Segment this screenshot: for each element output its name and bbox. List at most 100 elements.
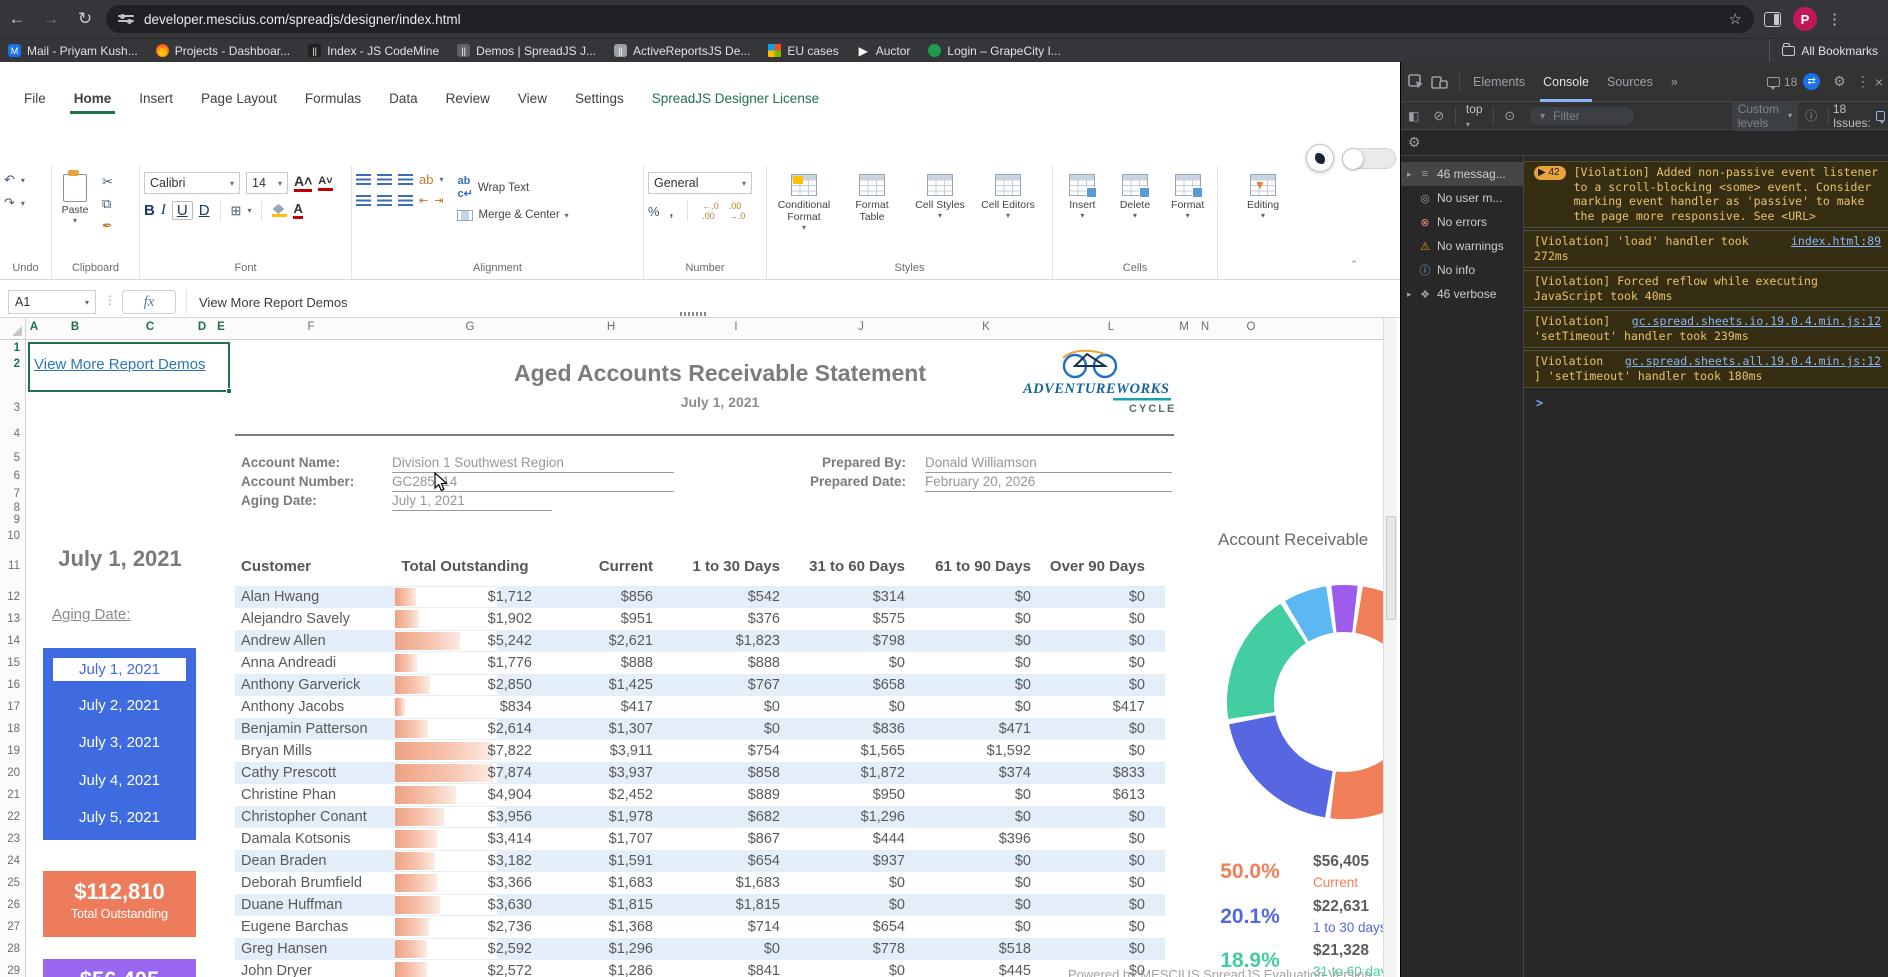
column-header-B[interactable]: B: [70, 321, 80, 333]
borders-icon[interactable]: ⊞: [230, 202, 242, 218]
align-top-icon[interactable]: [356, 174, 371, 185]
column-header-C[interactable]: C: [145, 321, 155, 333]
log-levels-select[interactable]: Custom levels ▾: [1731, 100, 1799, 131]
number-format-select[interactable]: General ▾: [648, 172, 752, 194]
align-middle-icon[interactable]: [377, 174, 392, 185]
column-header-I[interactable]: I: [734, 321, 738, 333]
browser-menu-icon[interactable]: ⋮: [1827, 11, 1842, 28]
console-sidebar-item[interactable]: ◎ No user m...: [1401, 186, 1523, 210]
row-header-12[interactable]: 12: [7, 591, 20, 603]
font-color-icon[interactable]: A: [293, 202, 302, 219]
table-row[interactable]: Damala Kotsonis $3,414 $1,707 $867 $444 $396 $…: [0, 828, 1383, 850]
row-header-2[interactable]: 2: [13, 358, 20, 370]
console-messages-count[interactable]: 18: [1766, 75, 1797, 90]
column-header-H[interactable]: H: [606, 321, 616, 333]
source-link[interactable]: gc.spread.sheets.all.19.0.4.min.js:12: [1624, 354, 1881, 368]
row-header-19[interactable]: 19: [7, 745, 20, 757]
row-header-25[interactable]: 25: [7, 877, 20, 889]
row-header-15[interactable]: 15: [7, 657, 20, 669]
view-more-demos-link[interactable]: View More Report Demos: [34, 356, 206, 373]
source-link[interactable]: index.html:89: [1790, 234, 1881, 248]
align-bottom-icon[interactable]: [398, 174, 413, 185]
ribbon-tab-spreadjs-designer-license[interactable]: SpreadJS Designer License: [651, 90, 820, 106]
field-value[interactable]: July 1, 2021: [392, 493, 465, 508]
row-header-4[interactable]: 4: [13, 428, 20, 440]
align-left-icon[interactable]: [356, 195, 371, 206]
column-header-L[interactable]: L: [1107, 321, 1115, 333]
row-header-27[interactable]: 27: [7, 921, 20, 933]
column-header-J[interactable]: J: [858, 321, 864, 333]
table-row[interactable]: Anthony Garverick $2,850 $1,425 $767 $658 $0 $…: [0, 674, 1383, 696]
column-header-M[interactable]: M: [1179, 321, 1189, 333]
bookmark-star-icon[interactable]: ☆: [1728, 11, 1742, 28]
all-bookmarks-button[interactable]: All Bookmarks: [1769, 39, 1878, 63]
sync-icon[interactable]: ⇄: [1803, 73, 1821, 90]
row-header-8[interactable]: 8: [13, 502, 20, 514]
row-header-10[interactable]: 10: [7, 530, 20, 542]
console-settings-icon[interactable]: ⚙: [1408, 134, 1421, 150]
format-button[interactable]: Format Table: [839, 172, 905, 260]
console-sidebar-item[interactable]: ▸ ≡ 46 messag...: [1401, 162, 1523, 186]
row-header-14[interactable]: 14: [7, 635, 20, 647]
theme-toggle[interactable]: [1342, 148, 1396, 169]
more-tabs-icon[interactable]: »: [1670, 74, 1678, 89]
table-row[interactable]: Bryan Mills $7,822 $3,911 $754 $1,565 $1,592 $…: [0, 740, 1383, 762]
underline-button[interactable]: U: [171, 201, 193, 220]
font-size-select[interactable]: 14 ▾: [246, 172, 288, 194]
fill-handle[interactable]: [226, 388, 232, 394]
dark-mode-button[interactable]: [1306, 144, 1334, 172]
aging-date-option[interactable]: July 1, 2021: [53, 658, 186, 682]
name-box[interactable]: A1 ▾: [8, 290, 96, 314]
column-header-A[interactable]: A: [29, 321, 39, 333]
table-row[interactable]: Andrew Allen $5,242 $2,621 $1,823 $798 $0 $0: [0, 630, 1383, 652]
forward-icon[interactable]: →: [42, 9, 60, 28]
row-header-6[interactable]: 6: [13, 470, 20, 482]
row-header-26[interactable]: 26: [7, 899, 20, 911]
aging-date-option[interactable]: July 3, 2021: [79, 734, 160, 752]
row-header-24[interactable]: 24: [7, 855, 20, 867]
profile-avatar[interactable]: P: [1793, 7, 1817, 31]
row-header-9[interactable]: 9: [13, 514, 20, 526]
row-headers[interactable]: 1 2 3 4 5 6 7 8 9 10 11 12 13 14 15 16 17 18 19 20 21 22 23 24 2…: [0, 340, 26, 977]
table-row[interactable]: Greg Hansen $2,592 $1,296 $0 $778 $518 $0: [0, 938, 1383, 960]
table-row[interactable]: Benjamin Patterson $2,614 $1,307 $0 $836 $471…: [0, 718, 1383, 740]
increase-font-icon[interactable]: A˄: [294, 174, 312, 192]
row-header-1[interactable]: 1: [13, 342, 20, 354]
source-link[interactable]: gc.spread.sheets.io.19.0.4.min.js:12: [1631, 314, 1881, 328]
url-text[interactable]: developer.mescius.com/spreadjs/designer/…: [144, 11, 461, 27]
ribbon-tab-formulas[interactable]: Formulas: [304, 90, 362, 106]
cell-editors-button[interactable]: Cell Editors ▾: [975, 172, 1041, 260]
aging-date-option[interactable]: July 5, 2021: [79, 808, 160, 826]
table-row[interactable]: Dean Braden $3,182 $1,591 $654 $937 $0 $0: [0, 850, 1383, 872]
row-header-7[interactable]: 7: [13, 488, 20, 500]
ribbon-tab-page-layout[interactable]: Page Layout: [201, 90, 277, 106]
bookmark-item[interactable]: Projects - Dashboar...: [155, 44, 290, 58]
editing-button[interactable]: ▼ Editing ▾: [1230, 172, 1296, 260]
inspect-icon[interactable]: [1408, 74, 1424, 89]
devtools-tab-elements[interactable]: Elements: [1473, 74, 1526, 89]
row-header-20[interactable]: 20: [7, 767, 20, 779]
column-header-N[interactable]: N: [1200, 321, 1210, 333]
table-row[interactable]: Alejandro Savely $1,902 $951 $376 $575 $0 $0: [0, 608, 1383, 630]
font-name-select[interactable]: Calibri ▾: [144, 172, 240, 194]
collapse-ribbon-icon[interactable]: ˆ: [1352, 258, 1357, 273]
ribbon-tab-review[interactable]: Review: [445, 90, 490, 106]
paste-button[interactable]: Paste ▾: [56, 170, 94, 260]
bookmark-item[interactable]: Login – GrapeCity I...: [928, 44, 1061, 58]
device-toolbar-icon[interactable]: [1431, 75, 1448, 89]
merge-center-button[interactable]: Merge & Center ▾: [457, 209, 569, 221]
align-center-icon[interactable]: [377, 195, 392, 206]
percent-icon[interactable]: %: [648, 203, 660, 219]
undo-icon[interactable]: ↶: [4, 172, 15, 187]
console-filter-input[interactable]: ▼ Filter: [1530, 106, 1634, 125]
column-header-F[interactable]: F: [307, 321, 315, 333]
devtools-close-icon[interactable]: ×: [1874, 73, 1883, 90]
bookmark-item[interactable]: ▶ Auctor: [857, 44, 911, 58]
comma-icon[interactable]: ,: [669, 203, 674, 219]
table-row[interactable]: Duane Huffman $3,630 $1,815 $1,815 $0 $0 $0: [0, 894, 1383, 916]
bookmark-item[interactable]: M Mail - Priyam Kush...: [8, 44, 138, 58]
align-right-icon[interactable]: [398, 195, 413, 206]
bold-button[interactable]: B: [144, 202, 155, 219]
table-row[interactable]: Anna Andreadi $1,776 $888 $888 $0 $0 $0: [0, 652, 1383, 674]
